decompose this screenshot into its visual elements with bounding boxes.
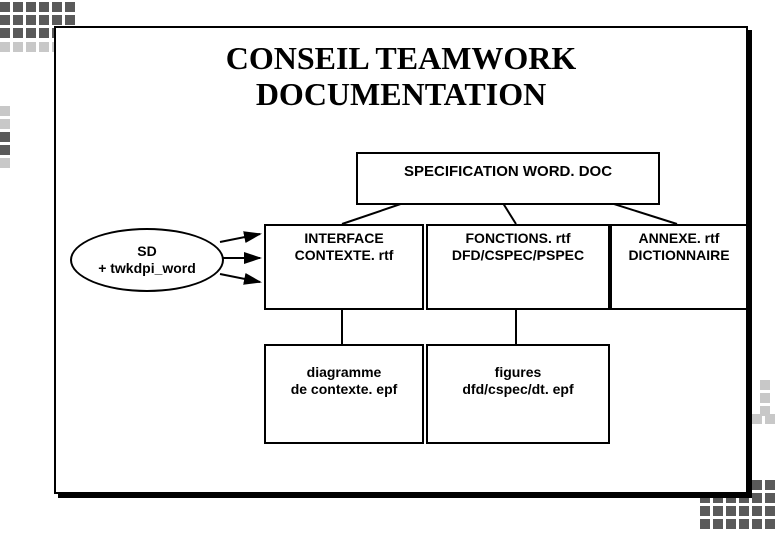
node-annexe-line1: DICTIONNAIRE <box>628 247 729 264</box>
node-interface: INTERFACECONTEXTE. rtf <box>264 224 424 310</box>
node-annexe: ANNEXE. rtfDICTIONNAIRE <box>610 224 748 310</box>
node-diag-line1: de contexte. epf <box>291 381 398 398</box>
node-fonctions: FONCTIONS. rtfDFD/CSPEC/PSPEC <box>426 224 610 310</box>
main-frame: CONSEIL TEAMWORK DOCUMENTATION SPECIFICA… <box>54 26 748 494</box>
node-figures-line1: dfd/cspec/dt. epf <box>462 381 573 398</box>
node-sd-line1: + twkdpi_word <box>98 260 196 277</box>
title-line2: DOCUMENTATION <box>56 76 746 113</box>
node-figures: figuresdfd/cspec/dt. epf <box>426 344 610 444</box>
node-interface-line0: INTERFACE <box>304 230 383 247</box>
node-figures-line0: figures <box>495 364 542 381</box>
deco-grid-2 <box>0 106 10 129</box>
deco-grid-10 <box>760 380 770 416</box>
node-sd-line0: SD <box>137 243 156 260</box>
deco-grid-3 <box>0 132 10 155</box>
node-diag-line0: diagramme <box>307 364 382 381</box>
title-line1: CONSEIL TEAMWORK <box>56 40 746 77</box>
node-spec: SPECIFICATION WORD. DOC <box>356 152 660 205</box>
node-interface-line1: CONTEXTE. rtf <box>295 247 394 264</box>
node-annexe-line0: ANNEXE. rtf <box>639 230 720 247</box>
node-fonctions-line1: DFD/CSPEC/PSPEC <box>452 247 584 264</box>
node-diag: diagrammede contexte. epf <box>264 344 424 444</box>
node-spec-line0: SPECIFICATION WORD. DOC <box>404 163 612 181</box>
deco-grid-4 <box>0 158 10 168</box>
node-fonctions-line0: FONCTIONS. rtf <box>466 230 571 247</box>
edge-7 <box>220 274 260 282</box>
edge-5 <box>220 234 260 242</box>
node-sd: SD+ twkdpi_word <box>70 228 224 292</box>
